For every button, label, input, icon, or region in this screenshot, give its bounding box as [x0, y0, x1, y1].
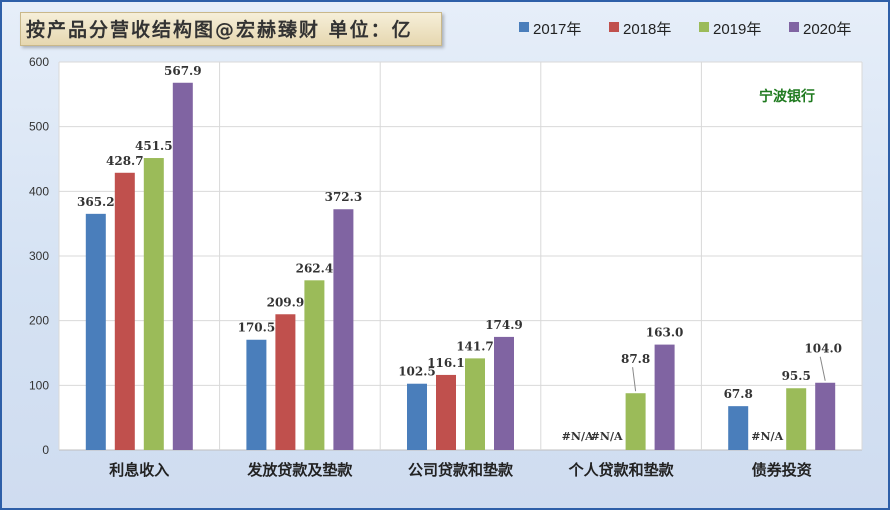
bar — [625, 393, 646, 450]
bar-data-label: 67.8 — [724, 387, 753, 401]
x-category-label: 公司贷款和垫款 — [408, 461, 514, 479]
bar-data-label: 95.5 — [782, 369, 811, 383]
bar-data-label: 116.1 — [427, 356, 465, 370]
bar-data-label: 372.3 — [325, 190, 363, 204]
bar-data-label: #N/A — [591, 430, 623, 443]
bar-data-label: 87.8 — [621, 352, 650, 366]
legend-swatch-2017 — [519, 22, 529, 32]
y-tick-label: 300 — [29, 249, 49, 263]
bank-annotation: 宁波银行 — [759, 88, 815, 104]
bar — [143, 158, 164, 450]
bar — [786, 388, 807, 450]
legend-swatch-2018 — [609, 22, 619, 32]
bar — [436, 374, 456, 450]
bar-data-label: 451.5 — [135, 139, 173, 153]
bar — [246, 339, 267, 450]
bar-data-label: 428.7 — [106, 154, 144, 168]
bar-data-label: 102.5 — [398, 365, 436, 379]
y-tick-label: 400 — [29, 184, 49, 198]
legend-label-2020: 2020年 — [803, 21, 852, 38]
bar-data-label: #N/A — [751, 430, 783, 443]
title-box — [20, 12, 442, 46]
bar — [407, 383, 427, 450]
bar — [172, 82, 193, 451]
bar-data-label: 170.5 — [238, 321, 276, 335]
legend-label-2019: 2019年 — [713, 21, 762, 38]
bar-data-label: 262.4 — [296, 261, 334, 275]
bar-data-label: 209.9 — [267, 295, 305, 309]
bar — [728, 406, 749, 450]
bar — [815, 382, 836, 450]
bar — [654, 344, 675, 450]
bar-data-label: 567.9 — [164, 64, 202, 78]
bar — [275, 314, 296, 450]
leader-line — [819, 356, 826, 381]
bar — [85, 213, 106, 450]
x-category-label: 发放贷款及垫款 — [246, 461, 353, 479]
legend-swatch-2020 — [789, 22, 799, 32]
leader-line — [632, 367, 637, 392]
bar — [114, 172, 135, 451]
y-tick-label: 600 — [29, 55, 49, 69]
bar-data-label: 141.7 — [456, 339, 494, 353]
x-category-label: 个人贷款和垫款 — [568, 461, 675, 479]
bar — [304, 280, 325, 450]
legend-swatch-2019 — [699, 22, 709, 32]
legend-label-2017: 2017年 — [533, 21, 582, 38]
bar-data-label: 365.2 — [77, 195, 115, 209]
bar-data-label: #N/A — [562, 430, 594, 443]
x-category-label: 利息收入 — [109, 461, 169, 479]
bar — [494, 336, 514, 450]
x-category-label: 债券投资 — [752, 461, 812, 479]
bar-data-label: 104.0 — [804, 342, 842, 356]
y-tick-label: 100 — [29, 378, 49, 392]
y-tick-label: 200 — [29, 314, 49, 328]
y-tick-label: 0 — [42, 443, 49, 457]
legend-label-2018: 2018年 — [623, 21, 672, 38]
bar-data-label: 174.9 — [485, 318, 523, 332]
bar — [333, 209, 354, 450]
bar-data-label: 163.0 — [646, 326, 684, 340]
bar — [465, 358, 485, 450]
y-tick-label: 500 — [29, 120, 49, 134]
chart-title: 按产品分营收结构图@宏赫臻财 单位：亿 — [26, 19, 413, 41]
